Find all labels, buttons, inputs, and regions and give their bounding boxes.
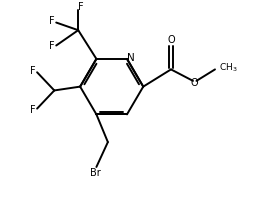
Text: F: F xyxy=(49,41,55,51)
Text: F: F xyxy=(49,16,55,26)
Text: CH$_3$: CH$_3$ xyxy=(219,61,237,74)
Text: N: N xyxy=(127,53,135,63)
Text: F: F xyxy=(78,2,83,12)
Text: O: O xyxy=(190,78,198,88)
Text: O: O xyxy=(167,35,175,45)
Text: F: F xyxy=(30,66,36,76)
Text: Br: Br xyxy=(90,168,101,178)
Text: F: F xyxy=(30,105,36,115)
